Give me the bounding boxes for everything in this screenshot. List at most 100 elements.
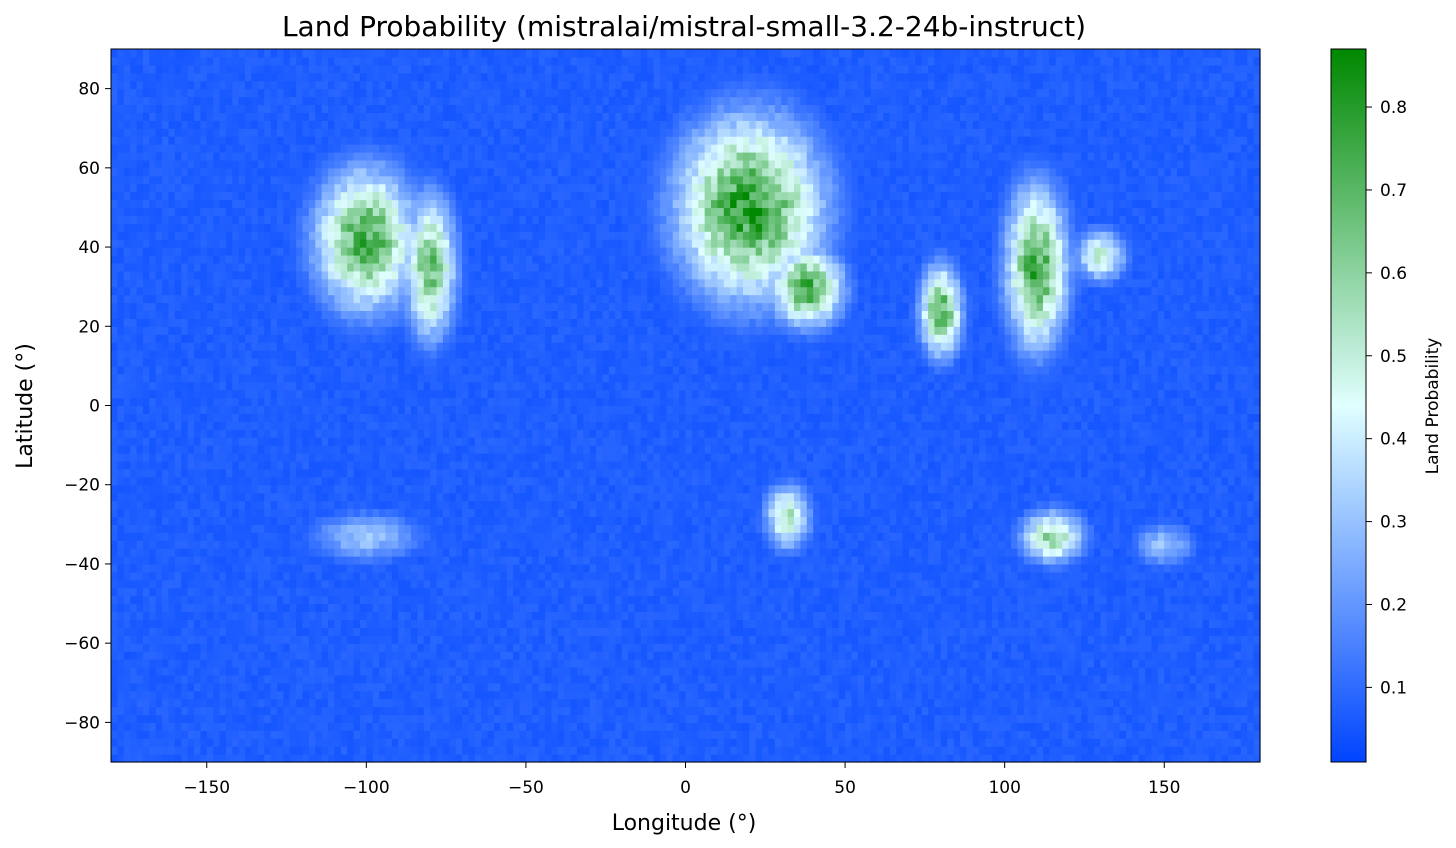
- heatmap-cell: [175, 57, 182, 66]
- heatmap-cell: [130, 453, 137, 462]
- heatmap-cell: [137, 659, 144, 668]
- heatmap-cell: [392, 366, 399, 375]
- heatmap-cell: [271, 437, 278, 446]
- heatmap-cell: [322, 89, 329, 98]
- heatmap-cell: [411, 548, 418, 557]
- heatmap-cell: [405, 564, 412, 573]
- heatmap-cell: [405, 667, 412, 676]
- heatmap-cell: [315, 675, 322, 684]
- heatmap-cell: [290, 310, 297, 319]
- heatmap-cell: [232, 49, 239, 58]
- heatmap-cell: [194, 136, 201, 145]
- heatmap-cell: [315, 334, 322, 343]
- heatmap-cell: [220, 350, 227, 359]
- heatmap-cell: [162, 556, 169, 565]
- heatmap-cell: [111, 699, 118, 708]
- heatmap-cell: [462, 524, 469, 533]
- heatmap-cell: [296, 707, 303, 716]
- heatmap-cell: [220, 659, 227, 668]
- heatmap-cell: [411, 350, 418, 359]
- heatmap-cell: [385, 746, 392, 755]
- heatmap-cell: [283, 406, 290, 415]
- heatmap-cell: [456, 738, 463, 747]
- heatmap-cell: [322, 532, 329, 541]
- heatmap-cell: [354, 596, 361, 605]
- heatmap-cell: [168, 667, 175, 676]
- heatmap-cell: [124, 73, 131, 82]
- heatmap-cell: [437, 643, 444, 652]
- heatmap-cell: [354, 263, 361, 272]
- heatmap-cell: [156, 469, 163, 478]
- heatmap-cell: [220, 326, 227, 335]
- heatmap-cell: [354, 279, 361, 288]
- heatmap-cell: [130, 192, 137, 201]
- heatmap-cell: [424, 49, 431, 58]
- heatmap-cell: [239, 635, 246, 644]
- heatmap-cell: [398, 445, 405, 454]
- heatmap-cell: [385, 667, 392, 676]
- heatmap-cell: [137, 287, 144, 296]
- heatmap-cell: [168, 334, 175, 343]
- heatmap-cell: [220, 334, 227, 343]
- heatmap-cell: [334, 651, 341, 660]
- heatmap-cell: [130, 469, 137, 478]
- heatmap-cell: [156, 160, 163, 169]
- heatmap-cell: [251, 611, 258, 620]
- heatmap-cell: [162, 231, 169, 240]
- heatmap-cell: [315, 588, 322, 597]
- heatmap-cell: [271, 580, 278, 589]
- heatmap-cell: [456, 714, 463, 723]
- heatmap-cell: [200, 556, 207, 565]
- heatmap-cell: [124, 508, 131, 517]
- heatmap-cell: [296, 223, 303, 232]
- heatmap-cell: [251, 318, 258, 327]
- heatmap-cell: [232, 738, 239, 747]
- heatmap-cell: [309, 651, 316, 660]
- heatmap-cell: [424, 714, 431, 723]
- heatmap-cell: [271, 334, 278, 343]
- heatmap-cell: [309, 485, 316, 494]
- heatmap-cell: [328, 619, 335, 628]
- heatmap-cell: [162, 342, 169, 351]
- heatmap-cell: [322, 326, 329, 335]
- heatmap-cell: [258, 588, 265, 597]
- heatmap-cell: [181, 247, 188, 256]
- heatmap-cell: [449, 231, 456, 240]
- heatmap-cell: [322, 627, 329, 636]
- heatmap-cell: [430, 437, 437, 446]
- heatmap-cell: [398, 501, 405, 510]
- heatmap-cell: [232, 722, 239, 731]
- heatmap-cell: [149, 81, 156, 90]
- heatmap-cell: [271, 730, 278, 739]
- heatmap-cell: [290, 366, 297, 375]
- heatmap-cell: [283, 754, 290, 763]
- heatmap-cell: [149, 707, 156, 716]
- heatmap-cell: [322, 160, 329, 169]
- heatmap-cell: [271, 263, 278, 272]
- heatmap-cell: [137, 445, 144, 454]
- heatmap-cell: [398, 406, 405, 415]
- heatmap-cell: [456, 136, 463, 145]
- heatmap-cell: [130, 524, 137, 533]
- heatmap-cell: [411, 271, 418, 280]
- heatmap-cell: [245, 184, 252, 193]
- heatmap-cell: [398, 564, 405, 573]
- heatmap-cell: [303, 136, 310, 145]
- heatmap-cell: [111, 722, 118, 731]
- heatmap-cell: [354, 136, 361, 145]
- heatmap-cell: [385, 683, 392, 692]
- heatmap-cell: [385, 738, 392, 747]
- heatmap-cell: [405, 271, 412, 280]
- heatmap-cell: [354, 485, 361, 494]
- heatmap-cell: [373, 49, 380, 58]
- heatmap-cell: [392, 485, 399, 494]
- heatmap-cell: [130, 318, 137, 327]
- heatmap-cell: [449, 588, 456, 597]
- heatmap-cell: [322, 651, 329, 660]
- heatmap-cell: [456, 279, 463, 288]
- heatmap-cell: [379, 342, 386, 351]
- heatmap-cell: [168, 596, 175, 605]
- heatmap-cell: [245, 580, 252, 589]
- heatmap-cell: [194, 651, 201, 660]
- heatmap-cell: [398, 184, 405, 193]
